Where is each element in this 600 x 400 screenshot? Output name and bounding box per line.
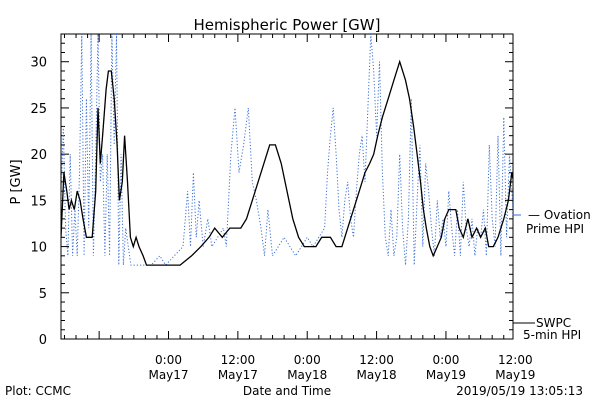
x-tick-label-date: May18	[357, 368, 397, 382]
x-tick-label-date: May18	[287, 368, 327, 382]
y-axis-label: P [GW]	[9, 159, 24, 204]
x-tick-label-time: 0:00	[294, 353, 321, 367]
y-tick-label: 0	[39, 333, 47, 348]
x-axis-label: Date and Time	[243, 384, 331, 398]
plot-timestamp: 2019/05/19 13:05:13	[456, 384, 583, 398]
y-tick-label: 30	[30, 56, 47, 71]
y-tick-label: 10	[30, 241, 47, 256]
x-tick-label-date: May17	[218, 368, 258, 382]
x-tick-label-date: May19	[495, 368, 535, 382]
legend-ovation-line2: Prime HPI	[526, 222, 584, 236]
legend-swpc-line2: 5-min HPI	[523, 328, 581, 342]
series-swpc-line	[61, 59, 513, 266]
y-tick-label: 5	[39, 287, 47, 302]
legend-ovation: — Ovation Prime HPI	[526, 208, 591, 236]
y-tick-label: 15	[30, 194, 47, 209]
x-tick-label-date: May17	[148, 368, 188, 382]
axes: 0510152025300:00May1712:00May170:00May18…	[30, 33, 535, 382]
x-tick-label-time: 12:00	[221, 353, 256, 367]
legend-ovation-line1: — Ovation	[528, 208, 591, 222]
x-tick-label-time: 0:00	[432, 353, 459, 367]
chart-title: Hemispheric Power [GW]	[194, 16, 381, 34]
x-tick-label-time: 12:00	[359, 353, 394, 367]
x-tick-label-time: 12:00	[498, 353, 533, 367]
plot-frame	[60, 33, 514, 340]
legend-swpc: SWPC 5-min HPI	[513, 316, 581, 342]
x-tick-label-time: 0:00	[155, 353, 182, 367]
plot-credit: Plot: CCMC	[5, 384, 71, 398]
y-tick-label: 25	[30, 102, 47, 117]
y-tick-label: 20	[30, 148, 47, 163]
legend-swpc-line1: SWPC	[536, 316, 571, 330]
x-tick-label-date: May19	[426, 368, 466, 382]
